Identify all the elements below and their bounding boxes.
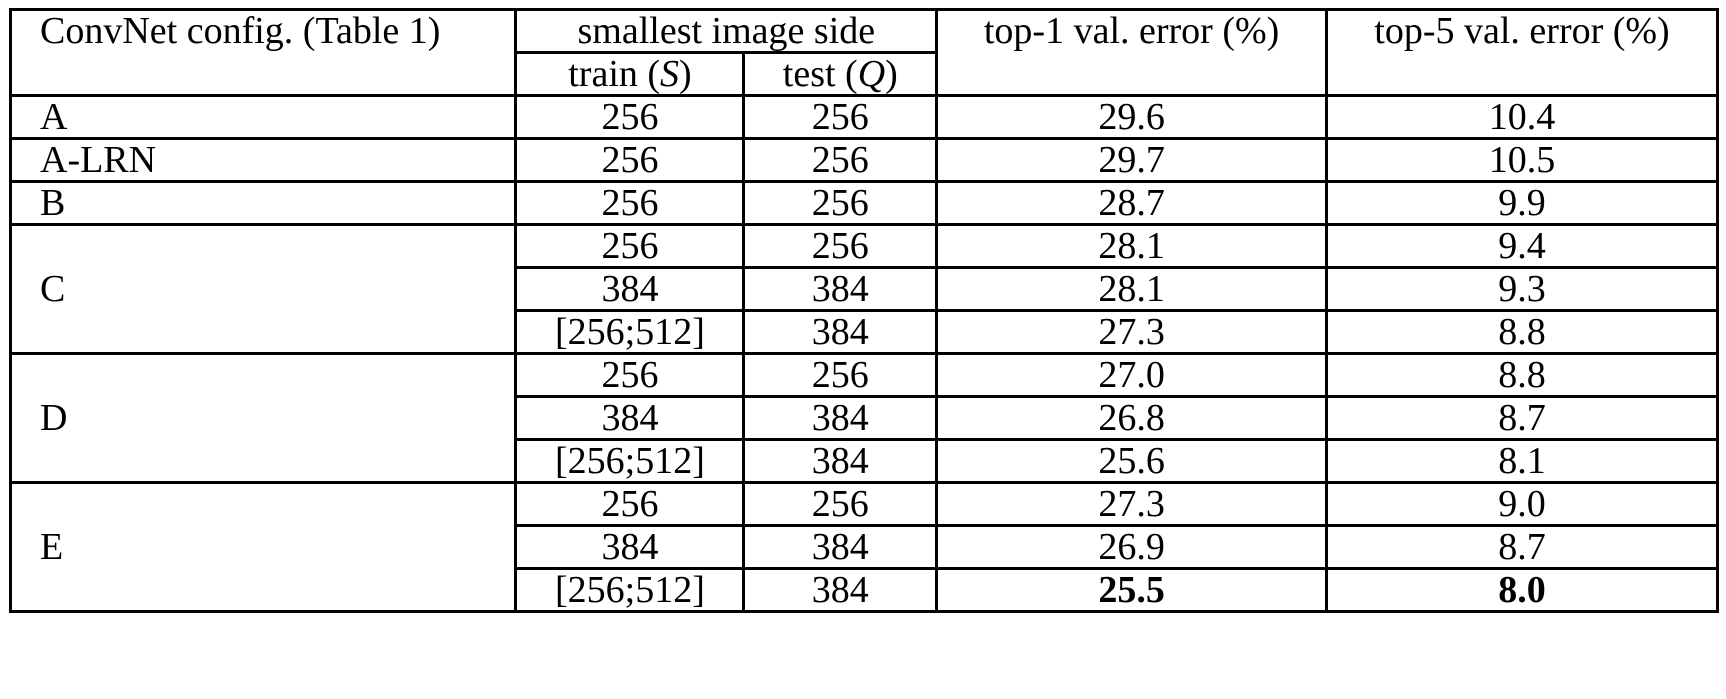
train-cell: 256: [514, 352, 746, 398]
config-cell: A-LRN: [8, 137, 518, 183]
train-cell: 384: [514, 395, 746, 441]
table-row: 384 384 26.9 8.7: [11, 524, 1719, 570]
train-cell: 384: [514, 266, 746, 312]
test-cell: 384: [742, 567, 939, 613]
top1-cell: 27.3: [935, 309, 1329, 355]
top1-cell: 28.1: [935, 266, 1329, 312]
train-cell: [256;512]: [514, 309, 746, 355]
test-cell: 256: [742, 481, 939, 527]
table-row: [256;512] 384 25.5 8.0: [11, 567, 1719, 613]
top1-cell: 25.6: [935, 438, 1329, 484]
top1-cell: 28.1: [935, 223, 1329, 269]
train-cell: 256: [514, 481, 746, 527]
top5-cell: 10.4: [1325, 94, 1719, 140]
table-row: D 256 256 27.0 8.8: [8, 352, 1719, 484]
table-row: A-LRN 256 256 29.7 10.5: [8, 137, 1719, 183]
config-cell: E: [8, 481, 518, 613]
top1-cell: 26.8: [935, 395, 1329, 441]
test-cell: 384: [742, 309, 939, 355]
train-cell: [256;512]: [514, 567, 746, 613]
header-config: ConvNet config. (Table 1): [8, 8, 518, 97]
results-table-body: ConvNet config. (Table 1) smallest image…: [8, 8, 1719, 613]
test-cell: 256: [742, 180, 939, 226]
test-cell: 384: [742, 438, 939, 484]
top1-cell: 26.9: [935, 524, 1329, 570]
table-row: C 256 256 28.1 9.4: [8, 223, 1719, 355]
table-row: [256;512] 384 25.6 8.1: [11, 438, 1719, 484]
table-row: B 256 256 28.7 9.9: [8, 180, 1719, 226]
top5-cell: 8.7: [1325, 524, 1719, 570]
test-cell: 384: [742, 395, 939, 441]
top5-cell: 9.9: [1325, 180, 1719, 226]
test-cell: 384: [742, 524, 939, 570]
train-cell: [256;512]: [514, 438, 746, 484]
header-test: test (Q): [742, 51, 939, 97]
header-row-1: ConvNet config. (Table 1) smallest image…: [8, 8, 1719, 97]
header-row-2: train (S) test (Q): [11, 51, 1718, 97]
table-row: [256;512] 384 27.3 8.8: [11, 309, 1719, 355]
top5-cell: 10.5: [1325, 137, 1719, 183]
header-train: train (S): [514, 51, 746, 97]
train-cell: 256: [514, 223, 746, 269]
top5-cell: 8.7: [1325, 395, 1719, 441]
top5-cell: 8.1: [1325, 438, 1719, 484]
header-top5: top-5 val. error (%): [1325, 8, 1719, 97]
table-row: E 256 256 27.3 9.0: [8, 481, 1719, 613]
train-cell: 256: [514, 137, 746, 183]
results-table: ConvNet config. (Table 1) smallest image…: [8, 8, 1719, 613]
top1-cell: 28.7: [935, 180, 1329, 226]
top1-cell: 27.3: [935, 481, 1329, 527]
train-cell: 256: [514, 180, 746, 226]
top1-cell: 25.5: [935, 567, 1329, 613]
config-cell: D: [8, 352, 518, 484]
config-cell: C: [8, 223, 518, 355]
test-cell: 256: [742, 94, 939, 140]
top5-cell: 9.4: [1325, 223, 1719, 269]
top1-cell: 27.0: [935, 352, 1329, 398]
table-row: A 256 256 29.6 10.4: [8, 94, 1719, 140]
train-cell: 384: [514, 524, 746, 570]
top5-cell: 8.8: [1325, 309, 1719, 355]
train-cell: 256: [514, 94, 746, 140]
test-cell: 256: [742, 223, 939, 269]
test-cell: 256: [742, 137, 939, 183]
top5-cell: 9.3: [1325, 266, 1719, 312]
test-cell: 384: [742, 266, 939, 312]
top1-cell: 29.7: [935, 137, 1329, 183]
header-top1: top-1 val. error (%): [935, 8, 1329, 97]
top5-cell: 8.8: [1325, 352, 1719, 398]
config-cell: B: [8, 180, 518, 226]
header-smallest-side: smallest image side: [514, 8, 939, 54]
top5-cell: 8.0: [1325, 567, 1719, 613]
top1-cell: 29.6: [935, 94, 1329, 140]
table-row: 384 384 28.1 9.3: [11, 266, 1719, 312]
config-cell: A: [8, 94, 518, 140]
table-row: 384 384 26.8 8.7: [11, 395, 1719, 441]
test-cell: 256: [742, 352, 939, 398]
top5-cell: 9.0: [1325, 481, 1719, 527]
